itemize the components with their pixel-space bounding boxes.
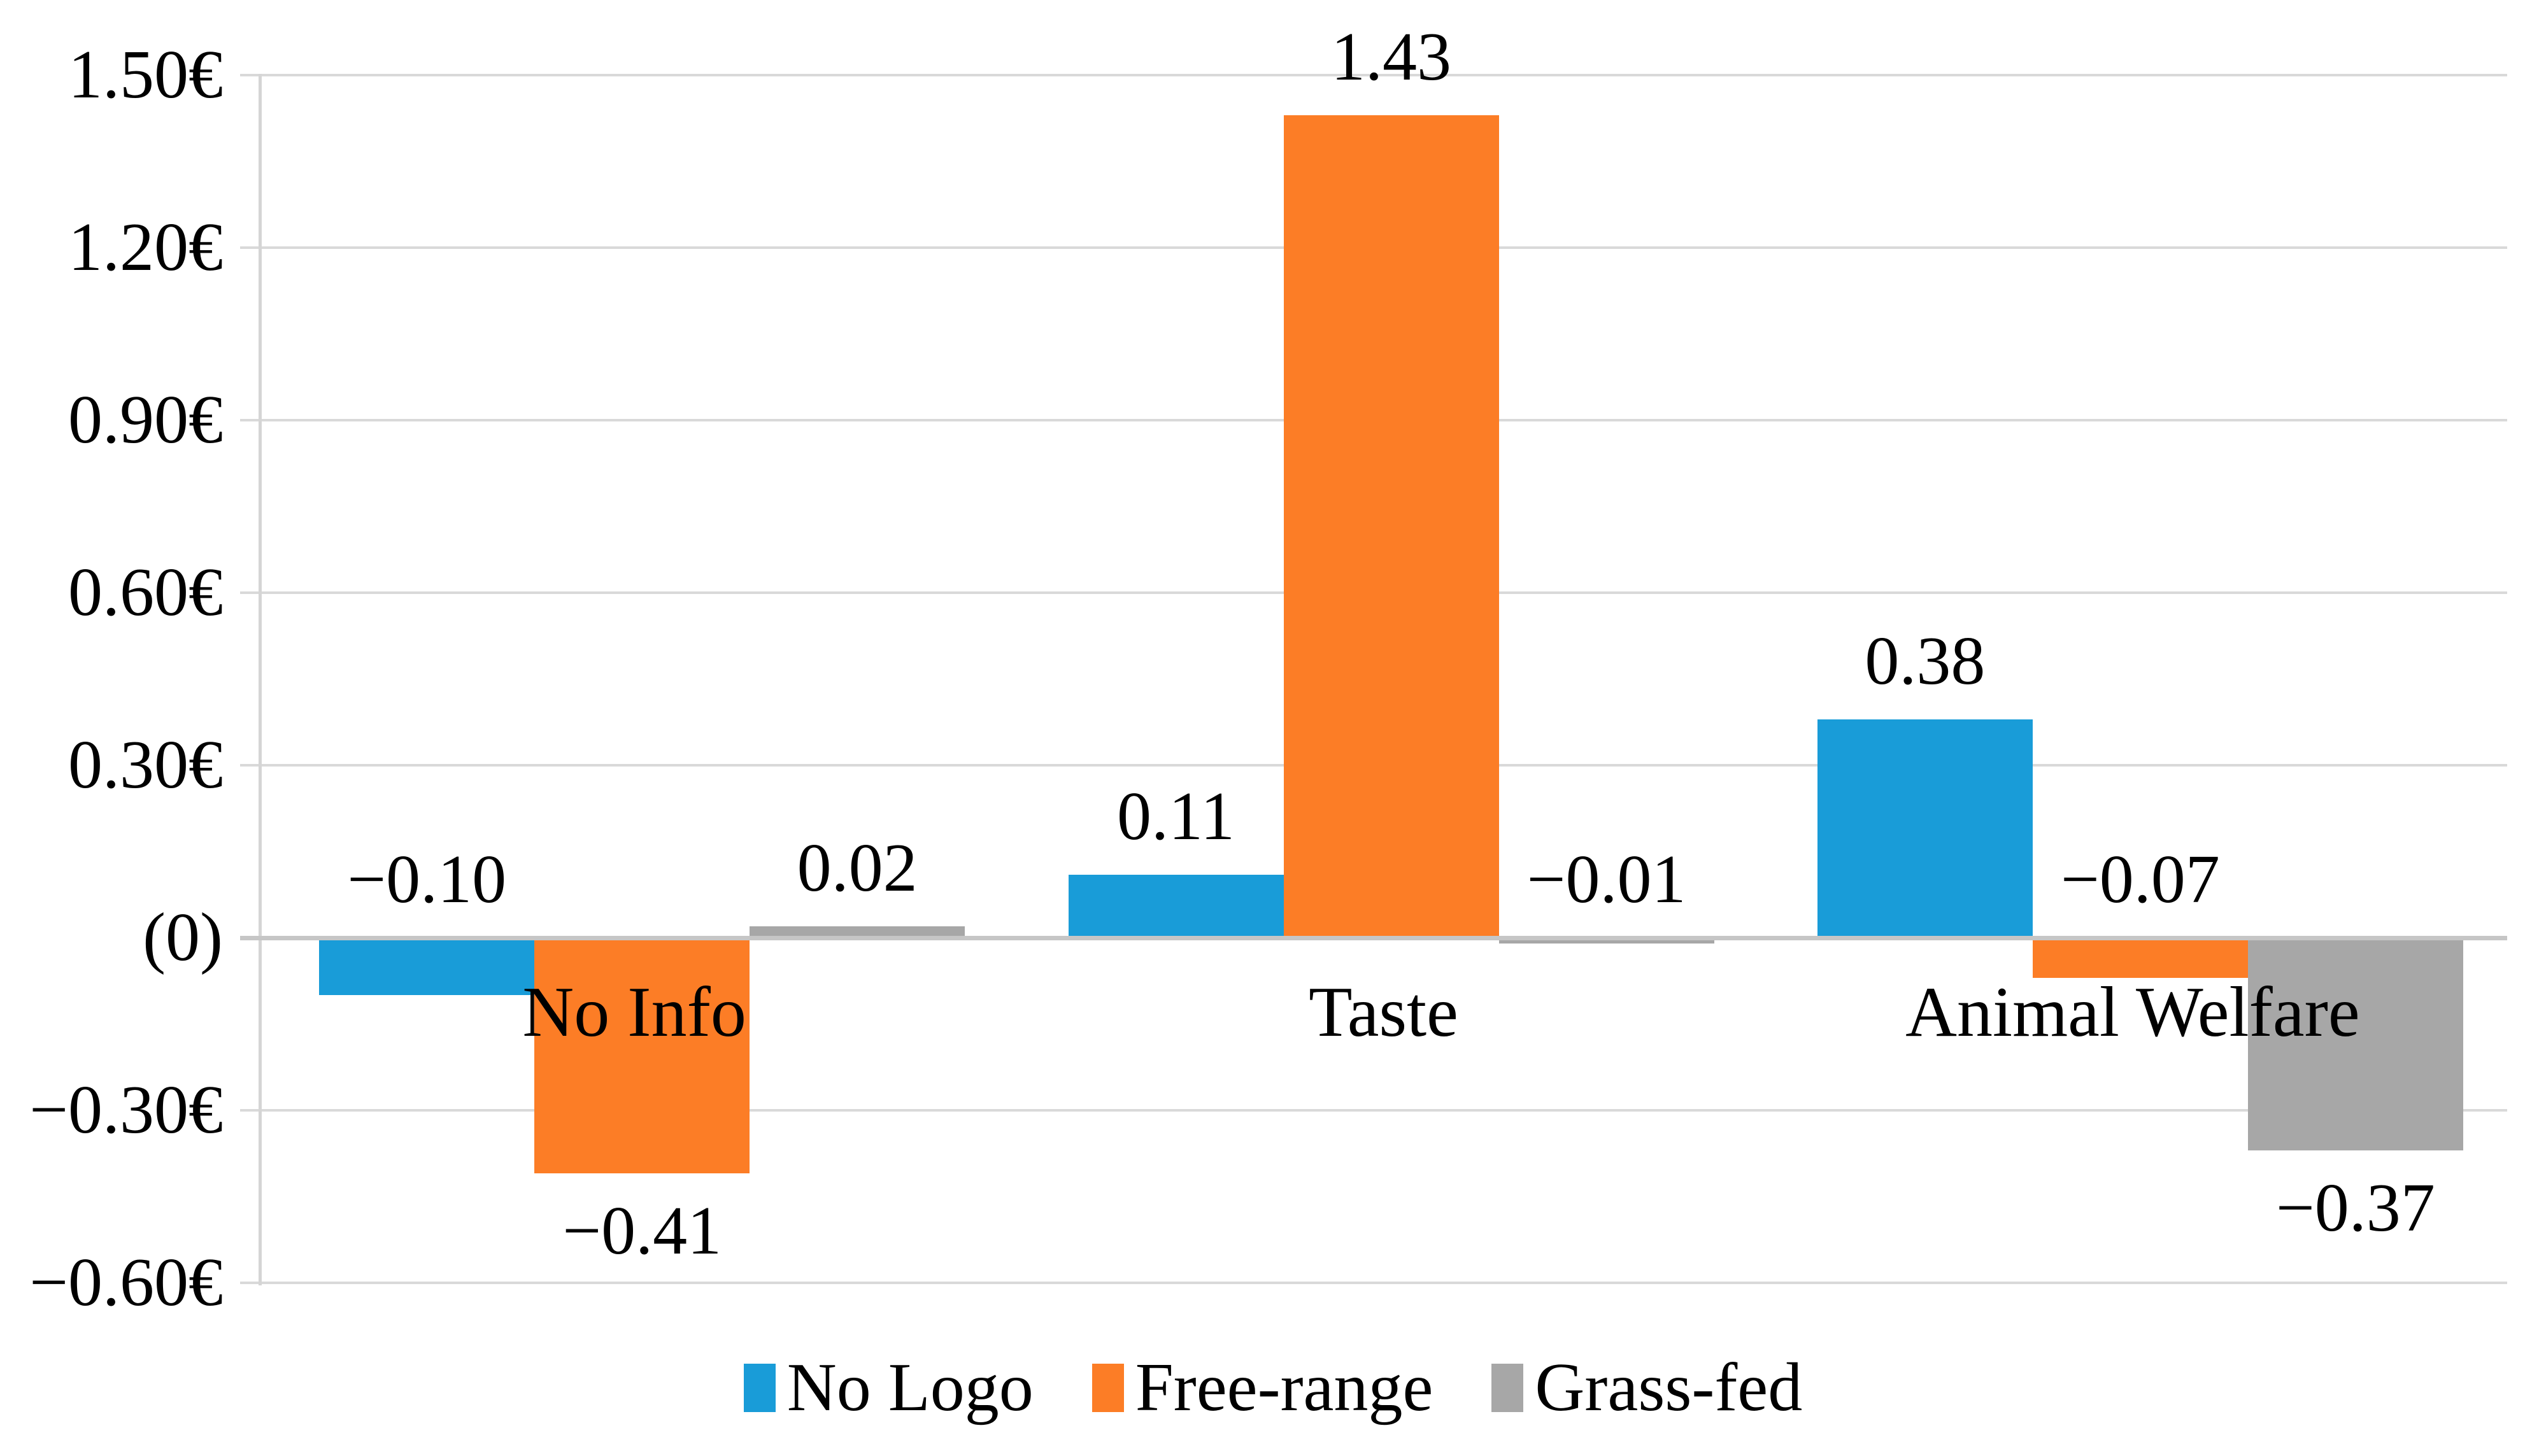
bar-value-label-no-logo-no-info: −0.10 — [347, 842, 507, 917]
bar-no-logo-animal-welfare — [1817, 719, 2033, 938]
bar-value-label-grass-fed-no-info: 0.02 — [797, 830, 918, 906]
category-label-no-info: No Info — [522, 973, 746, 1052]
bar-no-logo-no-info — [319, 938, 535, 996]
zero-gridline — [240, 936, 2507, 940]
bar-value-label-no-logo-taste: 0.11 — [1117, 778, 1235, 854]
gridline — [240, 1282, 2507, 1284]
y-tick-label: 0.30€ — [68, 727, 223, 803]
y-tick-label: 1.20€ — [68, 209, 223, 285]
bar-free-range-no-info — [534, 938, 750, 1174]
category-label-taste: Taste — [1309, 973, 1458, 1052]
legend: No Logo Free-range Grass-fed — [0, 1346, 2546, 1429]
legend-swatch-icon-no-logo — [743, 1364, 776, 1412]
legend-item-no-logo: No Logo — [743, 1346, 1034, 1429]
y-tick-label: (0) — [143, 900, 223, 975]
gridline — [240, 1109, 2507, 1112]
bar-value-label-no-logo-animal-welfare: 0.38 — [1865, 623, 1986, 699]
y-tick-label: 0.90€ — [68, 382, 223, 458]
y-tick-label: 0.60€ — [68, 555, 223, 630]
bar-value-label-free-range-animal-welfare: −0.07 — [2060, 842, 2220, 917]
bar-grass-fed-taste — [1498, 938, 1714, 944]
bar-no-logo-taste — [1068, 874, 1284, 938]
gridline — [240, 74, 2507, 76]
category-label-animal-welfare: Animal Welfare — [1905, 973, 2360, 1052]
legend-label-free-range: Free-range — [1135, 1350, 1433, 1425]
bar-free-range-animal-welfare — [2032, 938, 2248, 979]
y-tick-label: −0.60€ — [29, 1245, 223, 1320]
y-tick-label: −0.30€ — [29, 1072, 223, 1148]
bar-value-label-free-range-no-info: −0.41 — [562, 1193, 722, 1269]
y-tick-label: 1.50€ — [68, 37, 223, 113]
bar-value-label-grass-fed-taste: −0.01 — [1526, 842, 1686, 917]
legend-item-free-range: Free-range — [1092, 1346, 1433, 1429]
bar-value-label-grass-fed-animal-welfare: −0.37 — [2275, 1170, 2435, 1247]
bar-grass-fed-animal-welfare — [2247, 938, 2463, 1151]
legend-swatch-icon-free-range — [1092, 1364, 1124, 1412]
bar-value-label-free-range-taste: 1.43 — [1331, 19, 1451, 95]
y-axis-line — [259, 74, 262, 1285]
legend-label-grass-fed: Grass-fed — [1535, 1350, 1803, 1425]
legend-swatch-icon-grass-fed — [1491, 1364, 1524, 1412]
legend-item-grass-fed: Grass-fed — [1491, 1346, 1802, 1429]
bar-free-range-taste — [1283, 115, 1499, 938]
bar-grass-fed-no-info — [750, 926, 965, 938]
legend-label-no-logo: No Logo — [786, 1350, 1034, 1425]
